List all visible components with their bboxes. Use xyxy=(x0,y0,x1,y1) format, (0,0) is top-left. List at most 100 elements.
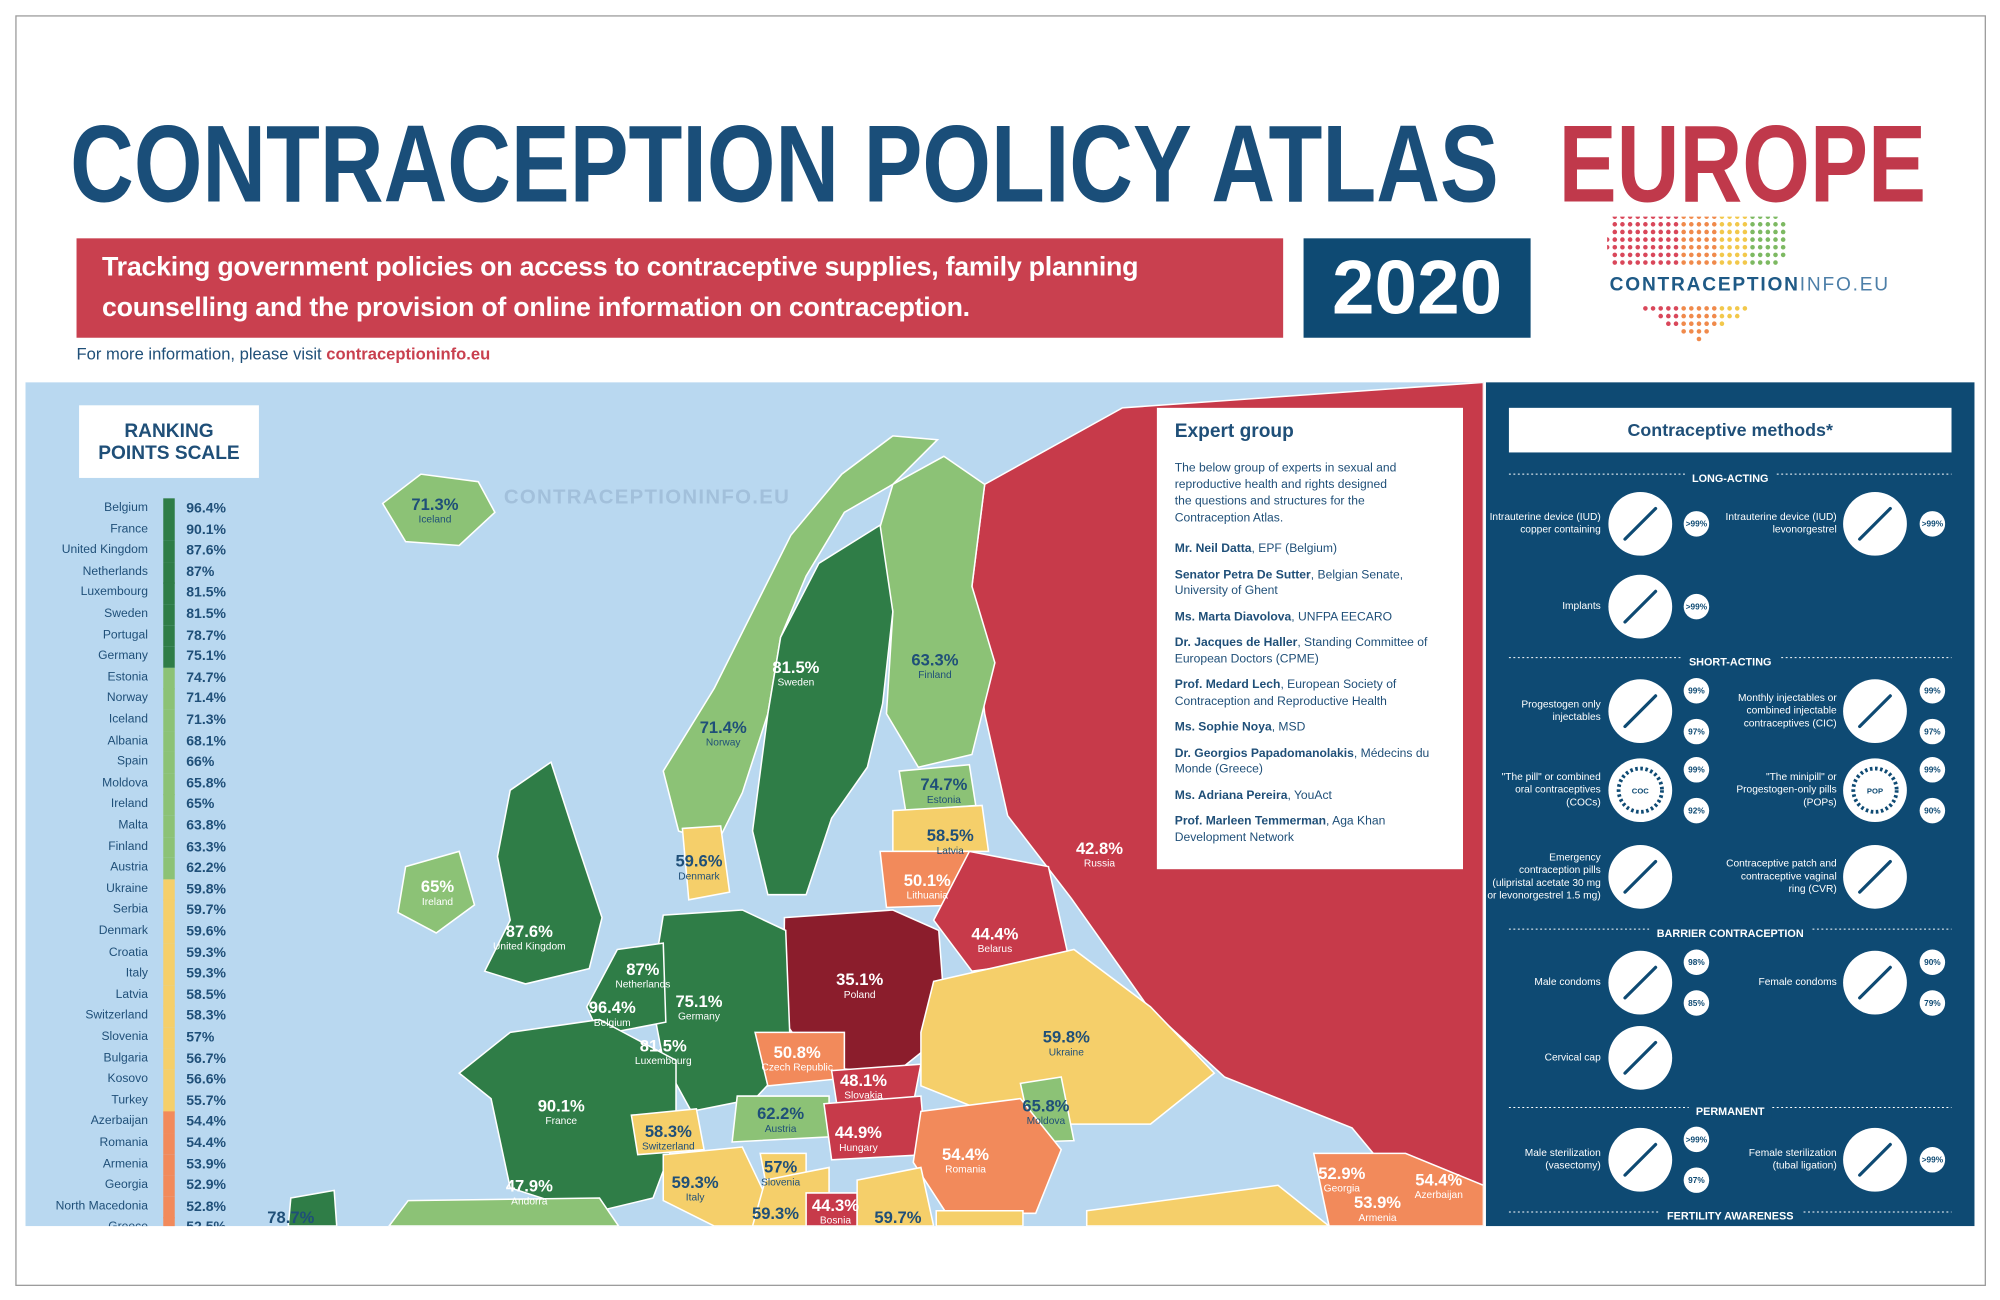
country-shape xyxy=(1312,1152,1484,1227)
title-accent: EUROPE xyxy=(1559,103,1926,225)
logo-dot xyxy=(1658,306,1663,311)
country-shape xyxy=(1085,1184,1331,1227)
expert-affiliation: , Aga Khan Development Network xyxy=(1174,814,1386,845)
map-country: Iceland xyxy=(418,513,452,526)
map-country: Austria xyxy=(764,1122,797,1135)
expert-name: Senator Petra De Sutter xyxy=(1174,567,1311,582)
logo-dot xyxy=(1635,222,1641,227)
method-icon-glyph xyxy=(1858,965,1892,1000)
logo-dot xyxy=(1643,260,1648,265)
logo-dot xyxy=(1734,306,1740,311)
logo-dot xyxy=(1620,229,1625,235)
logo-dot xyxy=(1681,329,1686,334)
logo-dot xyxy=(1734,222,1740,227)
logo-dot xyxy=(1780,252,1786,258)
logo-dot xyxy=(1681,313,1686,319)
logo-dot xyxy=(1643,222,1648,227)
map-label: 59.3% Italy xyxy=(672,1173,719,1204)
logo-dot xyxy=(1742,306,1748,311)
method-badge-text: 97% xyxy=(1688,727,1705,736)
logo-dot xyxy=(1689,260,1694,265)
method-label: Male condoms xyxy=(1534,976,1601,988)
ranking-score: 57% xyxy=(186,1029,215,1046)
map-label: 59.6% Denmark xyxy=(675,851,722,882)
country-shape xyxy=(388,1197,620,1227)
method-badge-text: 90% xyxy=(1924,807,1941,816)
ranking-country: Moldova xyxy=(102,775,148,790)
method-icon-glyph xyxy=(1623,589,1658,624)
logo-dot xyxy=(1696,321,1702,327)
ranking-country: United Kingdom xyxy=(61,543,148,558)
ranking-score: 56.7% xyxy=(186,1050,227,1067)
logo-dot xyxy=(1658,222,1663,227)
map-country: Poland xyxy=(843,989,876,1001)
logo-dot xyxy=(1757,244,1763,250)
logo-dot xyxy=(1650,252,1656,258)
logo-dot xyxy=(1696,229,1702,235)
country-shape xyxy=(585,942,667,1036)
ranking-score: 56.6% xyxy=(186,1072,227,1088)
more-info-link[interactable]: contraceptioninfo.eu xyxy=(326,344,491,364)
map-label: 44.4% Belarus xyxy=(971,924,1018,955)
method-badge-text: 90% xyxy=(1924,958,1941,967)
section-title-text: BARRIER CONTRACEPTION xyxy=(1649,926,1812,940)
ranking-country: Slovenia xyxy=(101,1029,148,1044)
map-label: 90.1% France xyxy=(538,1096,585,1127)
ranking-score: 52.5% xyxy=(186,1218,226,1226)
ranking-score: 59.8% xyxy=(186,881,227,897)
logo-dot xyxy=(1734,244,1740,250)
map-value: 58.5% xyxy=(926,825,974,845)
method-icon-glyph xyxy=(1858,859,1892,894)
logo-dot xyxy=(1750,229,1755,235)
map-value: 90.1% xyxy=(537,1096,585,1116)
expert-member: Prof. Marleen Temmerman, Aga Khan Develo… xyxy=(1175,814,1445,846)
ranking-bar xyxy=(163,963,175,986)
map-value: 59.8% xyxy=(1042,1027,1090,1047)
logo-dot xyxy=(1696,306,1702,311)
map-country: Romania xyxy=(945,1163,986,1176)
method-label: Implants xyxy=(1562,600,1601,612)
logo-dot xyxy=(1765,229,1771,235)
method-icon-glyph xyxy=(1623,506,1658,541)
ranking-score: 81.5% xyxy=(186,585,227,601)
map-value: 96.4% xyxy=(588,997,636,1018)
map-value: 59.3% xyxy=(751,1203,800,1223)
ranking-country: Azerbaijan xyxy=(90,1114,148,1129)
map-label: 65% Ireland xyxy=(421,877,454,908)
logo-dot xyxy=(1711,244,1717,250)
ranking-country: Denmark xyxy=(98,924,148,939)
map-value: 75.1% xyxy=(675,991,723,1011)
section-title: PERMANENT xyxy=(1486,1099,1975,1122)
expert-member: Prof. Medard Lech, European Society of C… xyxy=(1175,678,1445,710)
logo-dot xyxy=(1773,222,1778,227)
map-label: 52.9% Georgia xyxy=(1318,1164,1365,1195)
logo-dot xyxy=(1704,321,1709,327)
ranking-bar xyxy=(163,879,175,901)
logo-dot xyxy=(1704,306,1709,311)
expert-name: Prof. Medard Lech xyxy=(1174,678,1281,693)
ranking-country: Albania xyxy=(107,733,148,748)
method-label: Intrauterine device (IUD) copper contain… xyxy=(1489,511,1601,536)
method-icon-glyph xyxy=(1858,1142,1892,1177)
method-icon-text: COC xyxy=(1632,786,1649,795)
logo-dot xyxy=(1612,244,1618,250)
logo-dot xyxy=(1666,306,1671,311)
logo-dot xyxy=(1727,244,1732,250)
map-value: 57% xyxy=(764,1157,798,1177)
ranking-score: 59.7% xyxy=(186,902,227,919)
logo-dot xyxy=(1711,260,1717,265)
ranking-bar xyxy=(163,1048,175,1070)
logo-dot xyxy=(1734,237,1740,242)
expert-affiliation: , Standing Committee of European Doctors… xyxy=(1174,635,1428,666)
section-title-text: LONG-ACTING xyxy=(1684,471,1777,485)
ranking-bar xyxy=(163,540,175,563)
map-country: Denmark xyxy=(678,870,720,882)
method-label: Intrauterine device (IUD) levonorgestrel xyxy=(1725,511,1837,536)
country-shape xyxy=(892,804,990,853)
logo-dot xyxy=(1734,229,1740,235)
map-country: Hungary xyxy=(839,1141,878,1154)
logo-dot xyxy=(1612,260,1618,265)
logo-dot xyxy=(1673,313,1679,319)
ranking-score: 59.6% xyxy=(186,924,227,940)
